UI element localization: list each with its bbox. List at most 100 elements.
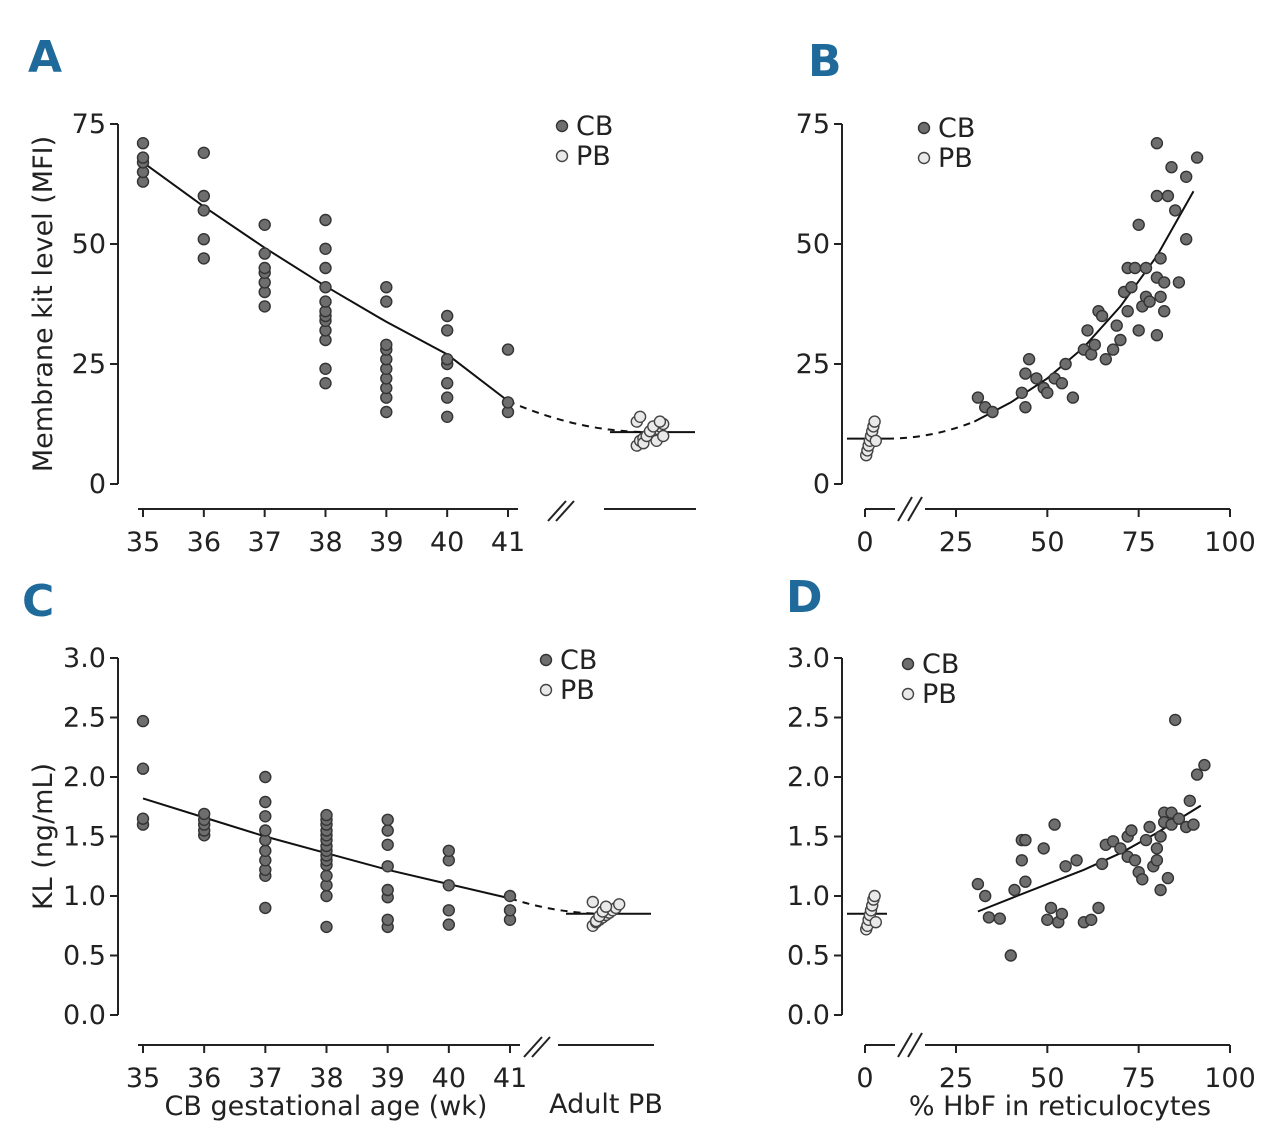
y-tick-label: 0 — [813, 469, 830, 500]
cb-point — [1150, 842, 1164, 855]
y-tick-label: 2.5 — [63, 703, 106, 734]
cb-point — [1172, 276, 1186, 289]
y-tick-label: 1.5 — [787, 822, 830, 853]
cb-point — [319, 362, 332, 375]
cb-point — [1044, 901, 1058, 915]
cb-point — [1088, 338, 1102, 351]
y-tick-label: 1.0 — [63, 881, 106, 912]
cb-point — [1106, 835, 1120, 848]
axis-break — [907, 1032, 923, 1058]
cb-point — [1114, 842, 1127, 855]
legend-cb-marker — [917, 121, 931, 135]
cb-point — [1055, 377, 1069, 390]
legend-cb-marker — [539, 653, 553, 667]
cb-point — [1066, 391, 1080, 404]
cb-point — [380, 338, 393, 351]
x-tick-label: 75 — [1121, 527, 1155, 558]
axis-break — [907, 496, 923, 522]
cb-point — [442, 844, 455, 857]
cb-point — [1187, 818, 1200, 831]
cb-point — [1125, 281, 1138, 294]
cb-point — [1128, 261, 1142, 275]
x-tick-label: 41 — [491, 527, 525, 558]
pb-point — [869, 434, 882, 447]
y-tick-label: 0 — [89, 469, 106, 500]
x-tick-label: 100 — [1204, 1063, 1256, 1094]
cb-point — [319, 295, 332, 308]
legend-pb-marker — [901, 687, 915, 701]
cb-point — [1154, 252, 1167, 265]
cb-point — [1095, 857, 1109, 871]
cb-point — [259, 795, 272, 809]
pb-point — [657, 429, 670, 443]
y-axis-title: Membrane kit level (MFI) — [28, 136, 59, 472]
cb-point — [1128, 854, 1142, 867]
x-tick-label: 0 — [856, 1063, 873, 1094]
legend-pb-marker — [555, 149, 569, 163]
cb-point — [197, 252, 211, 265]
cb-point — [1183, 794, 1197, 807]
cb-point — [197, 204, 211, 217]
cb-point — [319, 261, 332, 275]
cb-point — [319, 281, 332, 294]
y-tick-label: 2.0 — [63, 762, 106, 793]
legend-pb-label: PB — [560, 675, 595, 706]
cb-point — [1110, 319, 1123, 332]
cb-point — [993, 912, 1006, 925]
cb-point — [1019, 367, 1032, 380]
panel-a: A 0 25 50 75 35 36 37 38 39 40 41 Membrane kit level… — [28, 32, 696, 558]
axis-break — [897, 1032, 913, 1058]
cb-point — [381, 838, 394, 851]
cb-point — [1139, 833, 1153, 847]
x-tick-label: 36 — [187, 1063, 221, 1094]
cb-point — [259, 810, 272, 823]
panel-letter: C — [22, 576, 54, 627]
cb-point — [1037, 842, 1050, 855]
cb-point — [442, 918, 455, 931]
cb-point — [1157, 305, 1171, 318]
cb-point — [501, 396, 515, 409]
cb-point — [380, 281, 393, 294]
cb-point — [1132, 324, 1145, 337]
cb-point — [1019, 401, 1032, 414]
y-tick-label: 25 — [72, 349, 106, 380]
cb-point — [1015, 386, 1028, 399]
y-tick-label: 3.0 — [787, 643, 830, 674]
cb-point — [1022, 353, 1036, 366]
legend-cb-label: CB — [922, 649, 959, 680]
y-tick-label: 2.0 — [787, 762, 830, 793]
cb-point — [197, 232, 211, 246]
cb-point — [320, 869, 333, 882]
cb-point — [1114, 333, 1127, 347]
pb-point — [599, 900, 613, 913]
legend-pb-label: PB — [922, 679, 957, 710]
panel-letter: D — [786, 572, 823, 623]
cb-point — [320, 889, 333, 903]
cb-point — [1019, 875, 1032, 888]
cb-point — [1030, 372, 1043, 385]
cb-point — [320, 920, 333, 934]
cb-point — [501, 343, 515, 356]
legend-pb-label: PB — [576, 141, 611, 172]
cb-point — [1092, 901, 1105, 915]
panel-letter: A — [28, 32, 62, 83]
y-tick-label: 50 — [72, 229, 106, 260]
x-tick-label: 25 — [939, 1063, 973, 1094]
cb-point — [1150, 189, 1164, 203]
cb-point — [1015, 854, 1028, 867]
x-tick-label: 39 — [369, 527, 403, 558]
cb-point — [982, 911, 996, 924]
cb-point — [1004, 949, 1017, 962]
cb-point — [259, 901, 272, 915]
cb-point — [1190, 768, 1204, 781]
cb-point — [136, 136, 150, 150]
cb-point — [1048, 818, 1061, 831]
x-tick-label: 35 — [126, 1063, 160, 1094]
cb-point — [1179, 170, 1193, 184]
x-tick-label: 50 — [1030, 527, 1064, 558]
cb-point — [197, 807, 211, 821]
cb-point — [1172, 812, 1186, 825]
cb-point — [1165, 160, 1178, 174]
cb-point — [1008, 883, 1021, 897]
cb-point — [441, 410, 454, 423]
